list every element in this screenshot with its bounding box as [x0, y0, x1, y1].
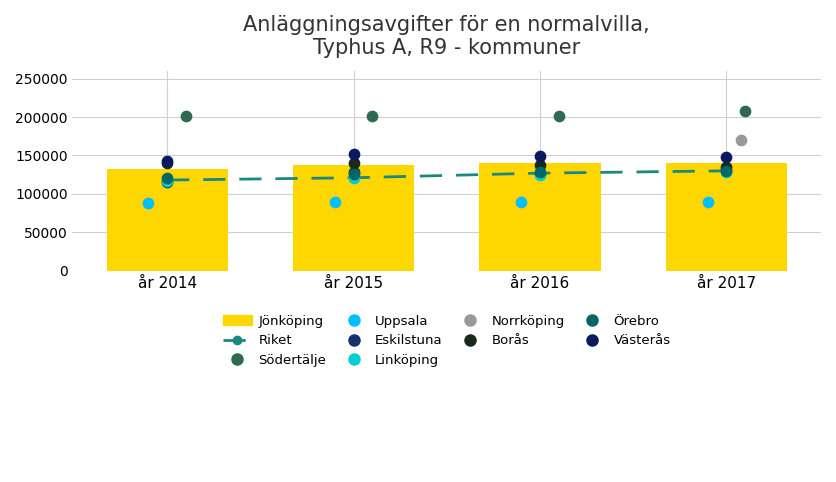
Västerås	[347, 150, 360, 158]
Södertälje	[179, 112, 192, 120]
Södertälje	[738, 107, 752, 115]
Norrköping	[735, 136, 748, 144]
Bar	[293, 165, 414, 271]
Södertälje	[552, 112, 565, 120]
Örebro	[533, 169, 547, 176]
Title: Anläggningsavgifter för en normalvilla,
Typhus A, R9 - kommuner: Anläggningsavgifter för en normalvilla, …	[243, 15, 650, 58]
Västerås	[161, 157, 174, 165]
Eskilstuna	[347, 169, 360, 176]
Linköping	[533, 172, 547, 179]
Legend: Jönköping, Riket, Södertälje, Uppsala, Eskilstuna, Linköping, Norrköping, Borås,: Jönköping, Riket, Södertälje, Uppsala, E…	[217, 309, 676, 372]
Uppsala	[701, 199, 715, 206]
Örebro	[347, 170, 360, 178]
Riket	[535, 170, 545, 176]
Eskilstuna	[720, 166, 733, 174]
Bar	[479, 163, 600, 271]
Västerås	[533, 152, 547, 160]
Uppsala	[515, 199, 528, 206]
Linköping	[161, 177, 174, 185]
Linköping	[347, 174, 360, 182]
Eskilstuna	[161, 178, 174, 186]
Line: Riket: Riket	[163, 167, 731, 184]
Uppsala	[142, 199, 155, 207]
Borås	[161, 159, 174, 167]
Bar	[106, 169, 227, 271]
Eskilstuna	[533, 170, 547, 178]
Örebro	[161, 174, 174, 182]
Örebro	[720, 167, 733, 174]
Borås	[720, 163, 733, 171]
Riket	[721, 168, 732, 174]
Riket	[162, 177, 172, 183]
Uppsala	[329, 199, 342, 206]
Borås	[347, 159, 360, 167]
Västerås	[720, 153, 733, 161]
Riket	[349, 175, 359, 181]
Södertälje	[365, 112, 379, 120]
Linköping	[720, 169, 733, 176]
Bar	[665, 163, 787, 271]
Borås	[533, 161, 547, 169]
